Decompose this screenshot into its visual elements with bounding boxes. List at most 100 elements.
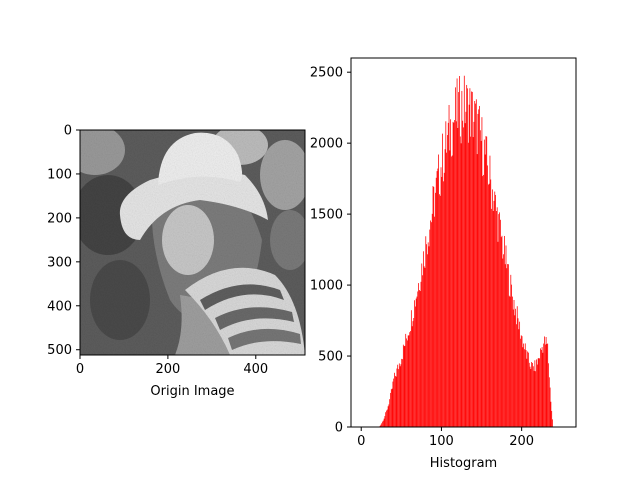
histogram-y-tick-label-1: 500 xyxy=(318,350,343,365)
histogram-bar xyxy=(490,179,492,427)
histogram-bar xyxy=(511,284,512,427)
origin-image-x-tick-label-2: 400 xyxy=(243,362,268,377)
origin-image-x-ticks: 0 200 400 xyxy=(76,355,268,377)
histogram-bar xyxy=(429,229,431,427)
histogram-bar xyxy=(438,154,439,427)
histogram-bar xyxy=(510,274,512,427)
histogram-bar xyxy=(439,194,440,427)
histogram-bar xyxy=(389,399,391,427)
histogram-bar xyxy=(424,267,426,427)
histogram-bar xyxy=(540,348,541,427)
histogram-bar xyxy=(537,358,539,427)
histogram-bar xyxy=(509,296,511,427)
histogram-bar xyxy=(392,381,394,427)
histogram-bar xyxy=(393,378,395,427)
histogram-bar xyxy=(474,101,476,427)
histogram-bar xyxy=(439,195,441,427)
histogram-bar xyxy=(391,388,393,427)
histogram-bar xyxy=(468,104,470,427)
origin-image-y-tick-label-5: 500 xyxy=(47,343,72,358)
histogram-bar xyxy=(415,298,417,427)
histogram-bar xyxy=(382,420,384,427)
histogram-bar xyxy=(458,92,460,427)
histogram-bar xyxy=(433,187,435,427)
histogram-bar xyxy=(411,326,413,427)
histogram-bar xyxy=(432,186,434,427)
histogram-bar xyxy=(528,362,530,427)
histogram-bar xyxy=(478,109,480,427)
histogram-bar xyxy=(383,418,385,427)
histogram-bar xyxy=(412,321,414,427)
histogram-bar xyxy=(422,251,424,427)
histogram-bar xyxy=(503,254,504,427)
histogram-y-tick-label-4: 2000 xyxy=(310,137,343,152)
histogram-bar xyxy=(390,389,392,427)
histogram-bar xyxy=(437,168,439,427)
histogram-bar xyxy=(479,105,480,427)
histogram-bar xyxy=(501,235,503,427)
histogram-bar xyxy=(463,75,465,428)
histogram-bar xyxy=(507,264,508,427)
histogram-bar xyxy=(431,213,433,427)
histogram-y-tick-label-3: 1500 xyxy=(310,208,343,223)
histogram-bar xyxy=(547,343,549,427)
histogram-bar xyxy=(477,113,479,428)
histogram-bar xyxy=(529,366,531,427)
histogram-bar xyxy=(409,332,411,427)
histogram-bar xyxy=(506,268,508,427)
histogram-bar xyxy=(380,424,382,427)
histogram-bar xyxy=(467,142,469,428)
histogram-bar xyxy=(453,122,455,427)
histogram-bar xyxy=(446,152,448,427)
histogram-bar xyxy=(516,306,518,427)
histogram-bar xyxy=(540,349,542,427)
histogram-bar xyxy=(401,358,403,427)
histogram-y-ticks: 0 500 1000 1500 2000 2500 xyxy=(310,66,351,436)
histogram-xlabel: Histogram xyxy=(430,456,497,471)
histogram-bar xyxy=(431,222,432,427)
histogram-bar xyxy=(463,127,464,428)
histogram-bar xyxy=(483,139,485,428)
histogram-bar xyxy=(492,210,494,427)
histogram-y-tick-label-0: 0 xyxy=(335,421,343,436)
histogram-bar xyxy=(514,315,516,427)
origin-image-y-ticks: 0 100 200 300 400 500 xyxy=(47,124,80,358)
histogram-bar xyxy=(526,358,528,427)
histogram-bar xyxy=(452,121,454,428)
histogram-x-tick-label-2: 200 xyxy=(509,434,534,449)
histogram-bar xyxy=(532,366,534,427)
histogram-bar xyxy=(419,291,421,427)
origin-image-axes: 0 200 400 0 100 200 300 400 500 Origin Image xyxy=(47,124,306,399)
origin-image-y-tick-label-4: 400 xyxy=(47,299,72,314)
histogram-bar xyxy=(381,423,383,427)
histogram-bar xyxy=(394,375,396,427)
histogram-bar xyxy=(384,416,386,427)
histogram-bar xyxy=(520,335,522,427)
histogram-bar xyxy=(459,76,460,428)
histogram-bar xyxy=(495,210,497,427)
histogram-bar xyxy=(512,296,513,427)
histogram-bar xyxy=(471,91,472,428)
histogram-bar xyxy=(466,84,468,427)
histogram-bar xyxy=(416,296,418,427)
histogram-bar xyxy=(414,300,415,427)
histogram-bar xyxy=(418,283,419,427)
histogram-bar xyxy=(462,120,464,427)
histogram-bar xyxy=(402,359,403,427)
histogram-bar xyxy=(408,335,410,427)
histogram-bar xyxy=(454,120,456,428)
histogram-y-tick-label-5: 2500 xyxy=(310,66,343,81)
histogram-bar xyxy=(485,136,487,427)
histogram-bar xyxy=(445,121,447,428)
histogram-bar xyxy=(455,121,457,428)
histogram-bar xyxy=(525,350,527,427)
histogram-bar xyxy=(425,236,427,427)
histogram-bar xyxy=(512,309,514,427)
histogram-bars xyxy=(379,75,553,428)
histogram-bar xyxy=(447,135,448,427)
origin-image xyxy=(80,130,305,355)
histogram-bar xyxy=(535,371,537,427)
histogram-bar xyxy=(447,122,449,428)
histogram-bar xyxy=(434,216,435,427)
